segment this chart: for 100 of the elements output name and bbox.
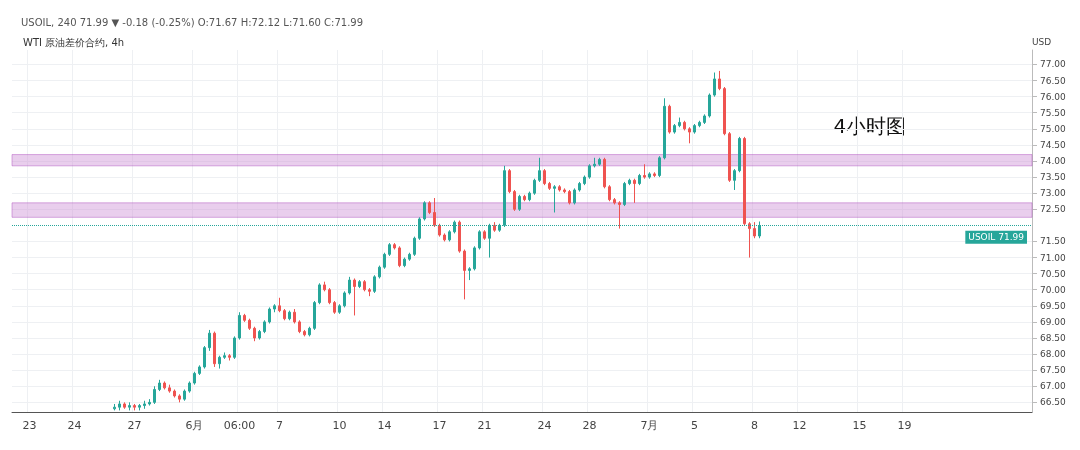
candlestick <box>378 265 381 279</box>
candlestick <box>593 157 596 168</box>
candlestick <box>473 245 476 271</box>
candlestick <box>113 403 116 411</box>
candlestick <box>288 310 291 321</box>
candlestick <box>493 221 496 233</box>
candlestick <box>693 123 696 135</box>
y-tick-label: 70.00 <box>1040 284 1067 295</box>
candlestick <box>468 266 471 281</box>
y-tick-label: 73.00 <box>1040 188 1067 199</box>
candlestick <box>298 319 301 334</box>
y-tick-label: 75.50 <box>1040 107 1067 118</box>
y-tick-label: 70.50 <box>1040 268 1067 279</box>
y-tick-label: 74.50 <box>1040 139 1067 150</box>
candlestick <box>158 379 161 392</box>
candlestick <box>333 300 336 315</box>
candlestick <box>273 303 276 313</box>
x-tick-label: 5 <box>691 419 698 432</box>
candlestick <box>618 200 621 230</box>
candlestick <box>268 306 271 325</box>
candlestick <box>738 136 741 173</box>
candlestick <box>638 173 641 186</box>
candlestick <box>193 371 196 386</box>
candlestick <box>753 221 756 239</box>
candlestick <box>153 385 156 405</box>
y-tick-label: 71.50 <box>1040 236 1067 247</box>
x-tick-label: 19 <box>897 419 912 432</box>
candlestick <box>388 242 391 257</box>
candlestick <box>588 163 591 180</box>
candlestick <box>523 194 526 202</box>
ref-line-label: USOIL 71.99 <box>968 232 1025 243</box>
x-tick-label: 14 <box>377 419 392 432</box>
candlestick <box>118 400 121 411</box>
candlestick <box>643 163 646 180</box>
candlestick <box>433 197 436 228</box>
candlestick <box>613 197 616 205</box>
candlestick <box>208 329 211 352</box>
candlestick <box>353 277 356 316</box>
candlestick <box>608 184 611 202</box>
candlestick <box>183 388 186 402</box>
candlestick <box>508 168 511 194</box>
candlestick <box>238 311 241 341</box>
candlestick <box>198 364 201 376</box>
candlestick <box>518 194 521 212</box>
candlestick <box>383 252 386 270</box>
candlestick <box>578 181 581 193</box>
y-tick-label: 74.00 <box>1040 156 1067 167</box>
candlestick <box>708 92 711 119</box>
candlestick <box>313 300 316 331</box>
y-tick-label: 67.00 <box>1040 381 1067 392</box>
candlestick <box>483 229 486 241</box>
candlestick <box>218 355 221 370</box>
candlestick <box>408 252 411 262</box>
x-tick-label: 17 <box>432 419 447 432</box>
candlestick <box>513 189 516 212</box>
candlestick <box>583 174 586 186</box>
candlestick <box>568 189 571 205</box>
y-tick-label: 77.00 <box>1040 59 1067 70</box>
candlestick <box>413 236 416 257</box>
candlestick <box>563 187 566 194</box>
candlestick <box>328 287 331 305</box>
candlestick <box>233 335 236 360</box>
candlestick <box>633 178 636 204</box>
candlestick <box>678 117 681 128</box>
x-tick-label: 6月 <box>185 419 204 432</box>
candlestick <box>658 155 661 178</box>
y-tick-label: 71.00 <box>1040 252 1067 263</box>
candlestick <box>668 104 671 135</box>
candlestick <box>648 171 651 180</box>
candlestick <box>278 297 281 313</box>
candlestick <box>438 223 441 238</box>
candlestick <box>698 120 701 128</box>
candlestick <box>538 157 541 183</box>
candlestick <box>343 290 346 308</box>
candlestick <box>188 380 191 394</box>
candlestick <box>173 388 176 399</box>
candlestick <box>223 351 226 360</box>
candlestick <box>548 181 551 191</box>
y-tick-label: 75.00 <box>1040 123 1067 134</box>
candlestick <box>723 86 726 136</box>
candlestick <box>428 200 431 215</box>
candlestick <box>338 303 341 315</box>
candlestick <box>128 401 131 411</box>
candlestick <box>478 229 481 250</box>
y-tick-label: 76.00 <box>1040 91 1067 102</box>
y-tick-label: 73.50 <box>1040 172 1067 183</box>
candlestick <box>553 184 556 213</box>
candlestick <box>293 308 296 325</box>
candlestick <box>398 245 401 268</box>
candlestick <box>138 403 141 411</box>
y-tick-label: 69.00 <box>1040 316 1067 327</box>
x-tick-label: 7 <box>276 419 283 432</box>
candlestick <box>653 171 656 178</box>
candlestick <box>373 274 376 294</box>
x-tick-label: 06:00 <box>223 419 256 432</box>
y-axis-title: USD <box>1032 36 1052 47</box>
x-tick-label: 24 <box>537 419 552 432</box>
candlestick <box>123 401 126 410</box>
candlestick <box>363 279 366 292</box>
candlestick <box>728 131 731 183</box>
